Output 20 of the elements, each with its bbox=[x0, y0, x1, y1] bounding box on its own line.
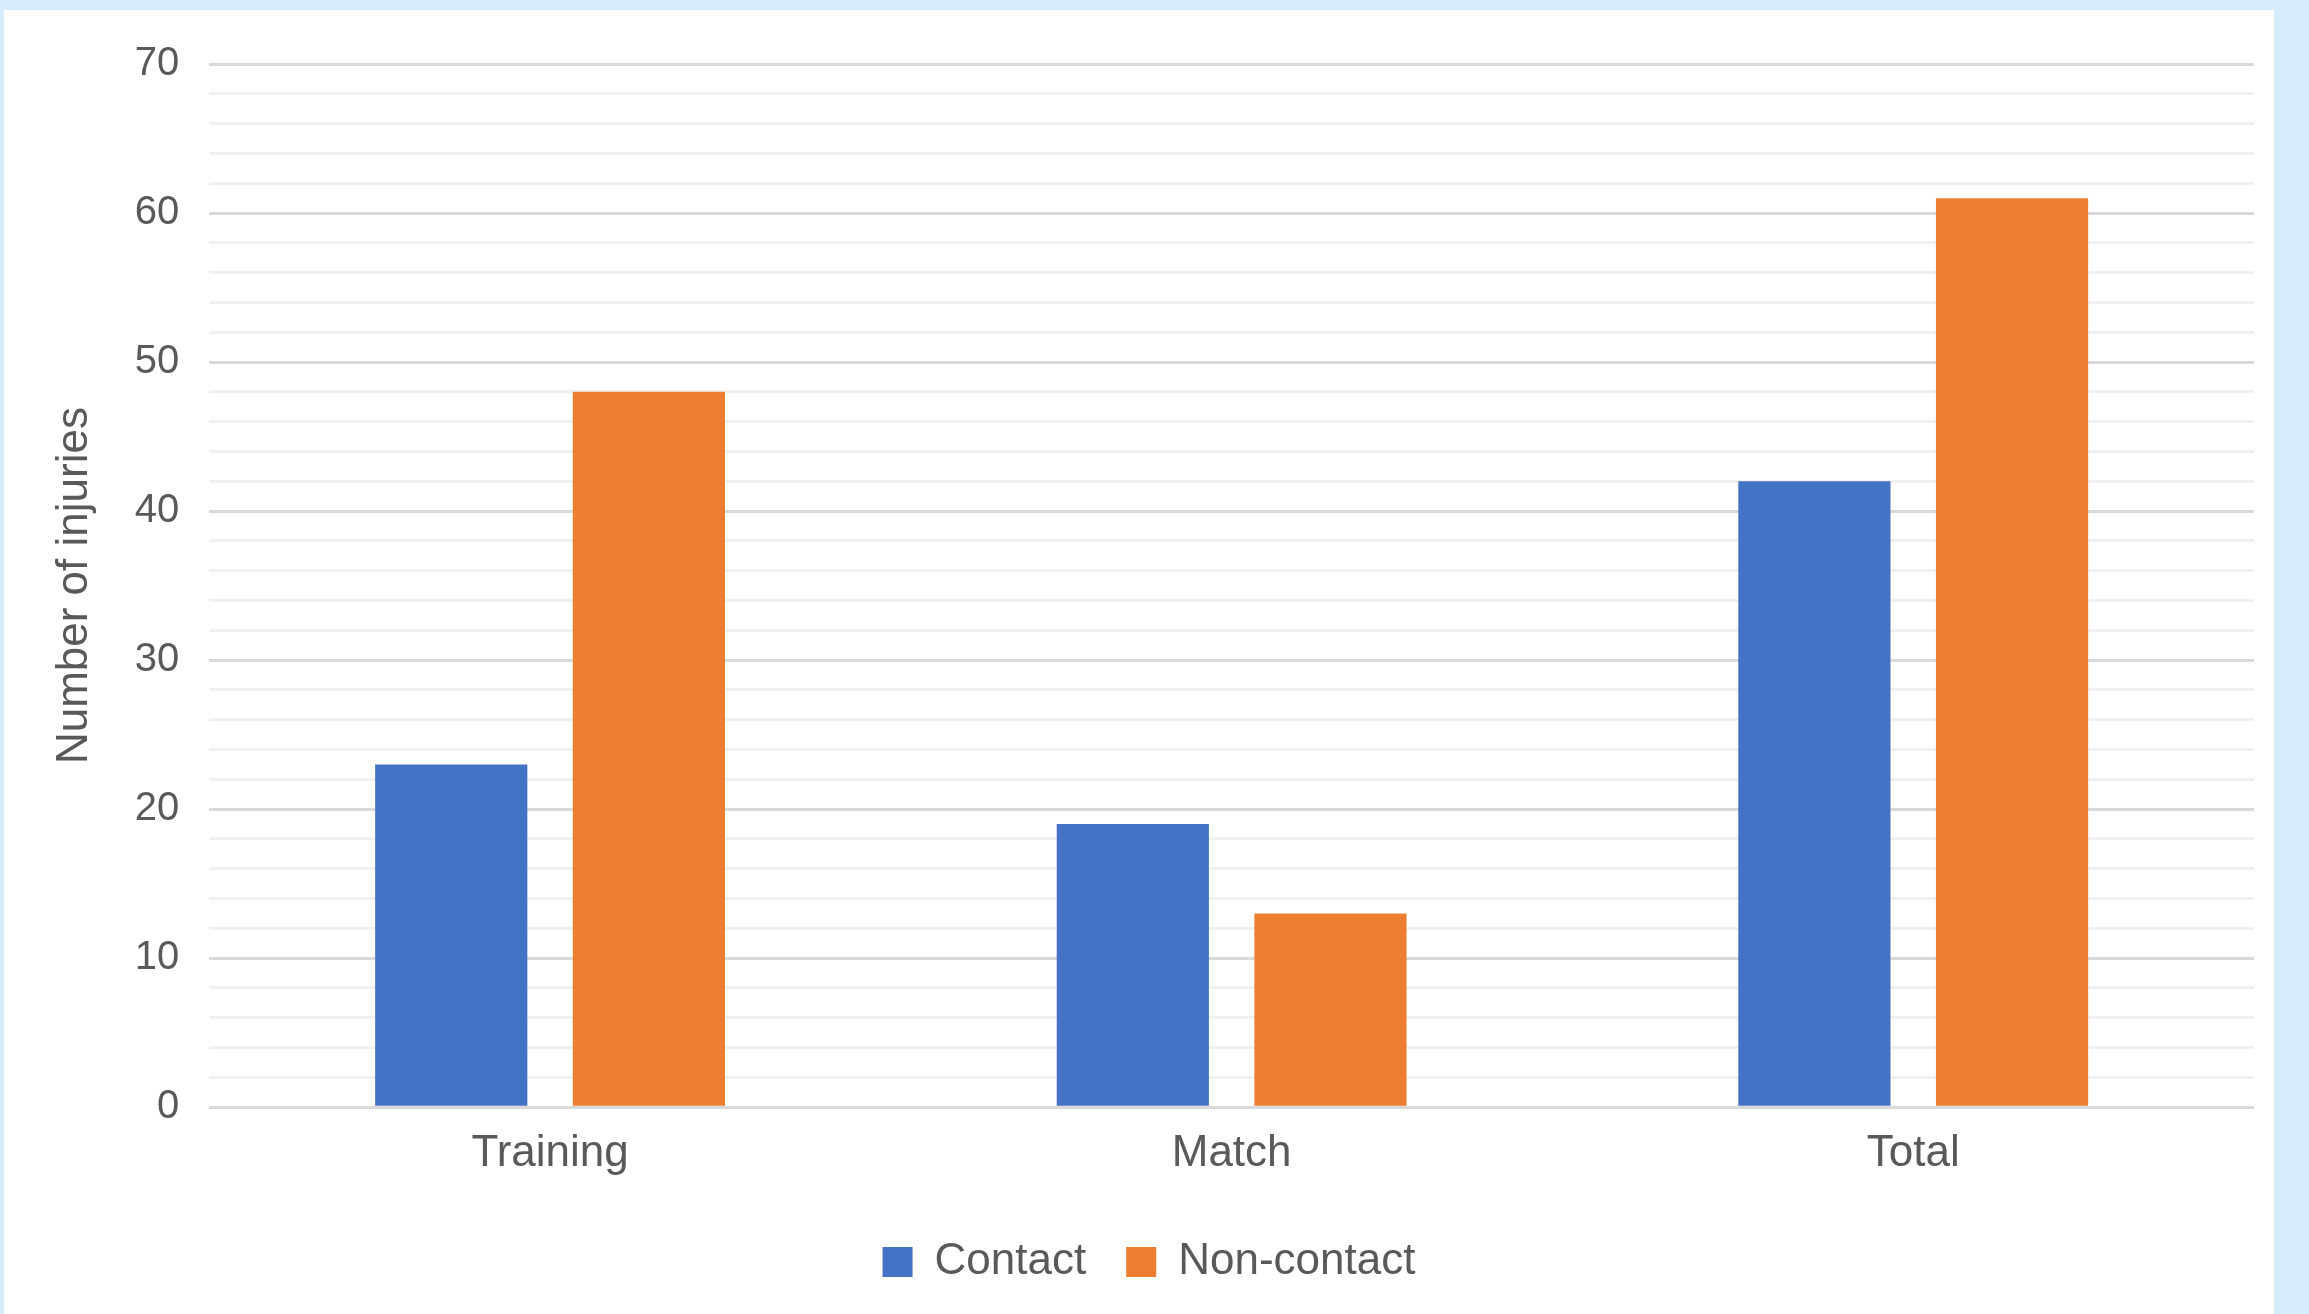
x-tick-label: Training bbox=[471, 1125, 629, 1175]
y-tick-label: 0 bbox=[157, 1082, 180, 1127]
y-tick-label: 50 bbox=[134, 337, 180, 382]
bar bbox=[375, 764, 528, 1106]
y-tick-label: 10 bbox=[134, 933, 180, 978]
y-tick-label: 20 bbox=[134, 784, 180, 829]
bar bbox=[1935, 198, 2089, 1106]
bar bbox=[1254, 913, 1407, 1106]
legend-label: Contact bbox=[934, 1234, 1087, 1284]
legend-label: Non-contact bbox=[1178, 1234, 1416, 1284]
y-tick-label: 60 bbox=[134, 188, 180, 233]
y-axis-title: Number of injuries bbox=[46, 407, 96, 765]
bar bbox=[1738, 481, 1891, 1106]
bar bbox=[1056, 824, 1209, 1106]
x-tick-label: Match bbox=[1171, 1125, 1292, 1175]
y-tick-label: 40 bbox=[134, 486, 180, 531]
y-tick-label: 70 bbox=[134, 39, 180, 84]
y-tick-label: 30 bbox=[134, 635, 180, 680]
bar bbox=[572, 391, 725, 1106]
x-tick-label: Total bbox=[1866, 1125, 1960, 1175]
